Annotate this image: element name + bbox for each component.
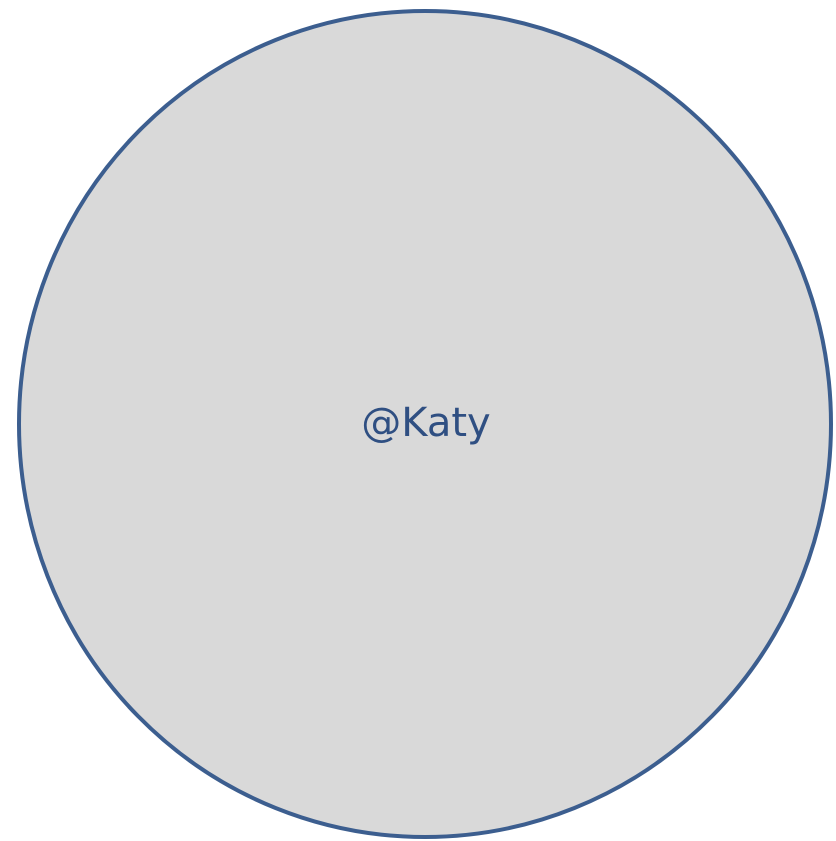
- circle-shape: [17, 9, 833, 839]
- circle-label: @Katy: [361, 400, 490, 446]
